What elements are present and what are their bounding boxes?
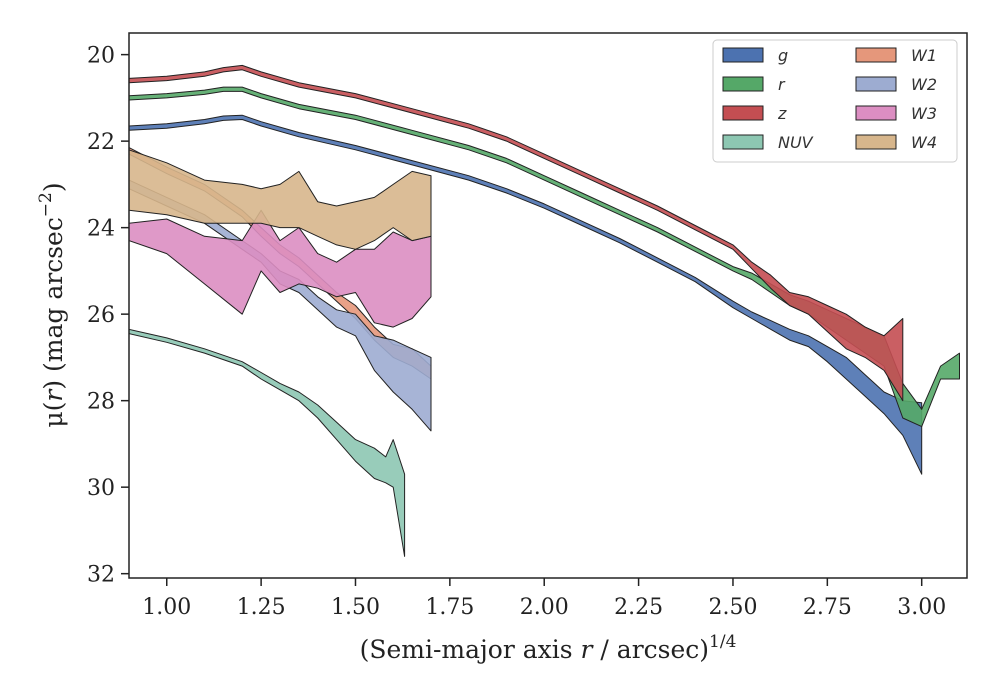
y-axis-label-mid: ) (mag arcsec [39, 217, 68, 390]
legend-frame [712, 39, 958, 163]
y-tick-label: 26 [87, 303, 115, 328]
x-tick-label: 2.00 [520, 595, 569, 620]
legend-swatch [855, 76, 897, 92]
y-tick-label: 32 [87, 563, 115, 588]
plot-frame [128, 32, 968, 579]
legend-item-w2: W2 [855, 75, 937, 94]
x-axis-ticks: 1.00 1.25 1.50 1.75 2.00 2.25 2.50 2.75 3.00 [142, 578, 946, 620]
x-tick-label: 2.50 [708, 595, 757, 620]
y-tick-label: 30 [87, 476, 115, 501]
y-tick-label: 28 [87, 390, 115, 415]
legend-item-z: z [722, 104, 787, 123]
band-w4 [129, 149, 432, 250]
x-axis-label: (Semi-major axis r / arcsec)1/4 [360, 632, 737, 664]
legend-label: g [778, 46, 788, 65]
legend-item-w1: W1 [855, 46, 937, 65]
legend-label: W4 [911, 133, 937, 152]
x-axis-label-mid: / arcsec) [592, 635, 709, 664]
y-axis-label-sup: −2 [36, 192, 56, 217]
band-layer [129, 64, 960, 557]
y-tick-label: 22 [87, 130, 115, 155]
legend-item-g: g [722, 46, 788, 65]
y-axis-ticks: 20 22 24 26 28 30 32 [87, 44, 129, 588]
x-axis-label-sup: 1/4 [709, 632, 736, 652]
legend-swatch [722, 76, 764, 92]
legend-label: r [778, 75, 786, 94]
legend-swatch [855, 47, 897, 63]
legend-swatch [722, 105, 764, 121]
legend-swatch [722, 134, 764, 150]
band-nuv [129, 328, 406, 557]
x-tick-label: 3.00 [897, 595, 946, 620]
legend-label: W2 [911, 75, 937, 94]
legend-item-w4: W4 [855, 133, 937, 152]
legend: grz NUV W1 W2 W3 W4 [712, 39, 958, 163]
legend-label: z [777, 104, 787, 123]
x-tick-label: 2.25 [614, 595, 663, 620]
x-axis-label-var: r [581, 635, 595, 664]
x-tick-label: 1.75 [425, 595, 474, 620]
band-w3 [129, 209, 432, 328]
legend-item-r: r [722, 75, 786, 94]
y-axis-label-mu: μ( [39, 402, 68, 428]
x-tick-label: 1.00 [142, 595, 191, 620]
x-tick-label: 1.25 [237, 595, 286, 620]
band-g [129, 114, 923, 475]
legend-label: W3 [911, 104, 937, 123]
band-r [129, 86, 960, 428]
x-tick-label: 2.75 [803, 595, 852, 620]
legend-item-nuv: NUV [722, 133, 814, 152]
legend-item-w3: W3 [855, 104, 937, 123]
legend-label: W1 [911, 46, 937, 65]
y-tick-label: 20 [87, 44, 115, 69]
legend-swatch [855, 105, 897, 121]
y-tick-label: 24 [87, 217, 115, 242]
x-axis-label-prefix: (Semi-major axis [360, 635, 581, 664]
y-axis-label-var: r [39, 388, 68, 402]
y-axis-label: μ(r) (mag arcsec−2) [36, 182, 68, 427]
y-axis-label-end: ) [39, 182, 68, 192]
legend-swatch [855, 134, 897, 150]
legend-swatch [722, 47, 764, 63]
legend-label: NUV [778, 133, 814, 152]
band-z [129, 64, 904, 402]
x-tick-label: 1.50 [331, 595, 380, 620]
